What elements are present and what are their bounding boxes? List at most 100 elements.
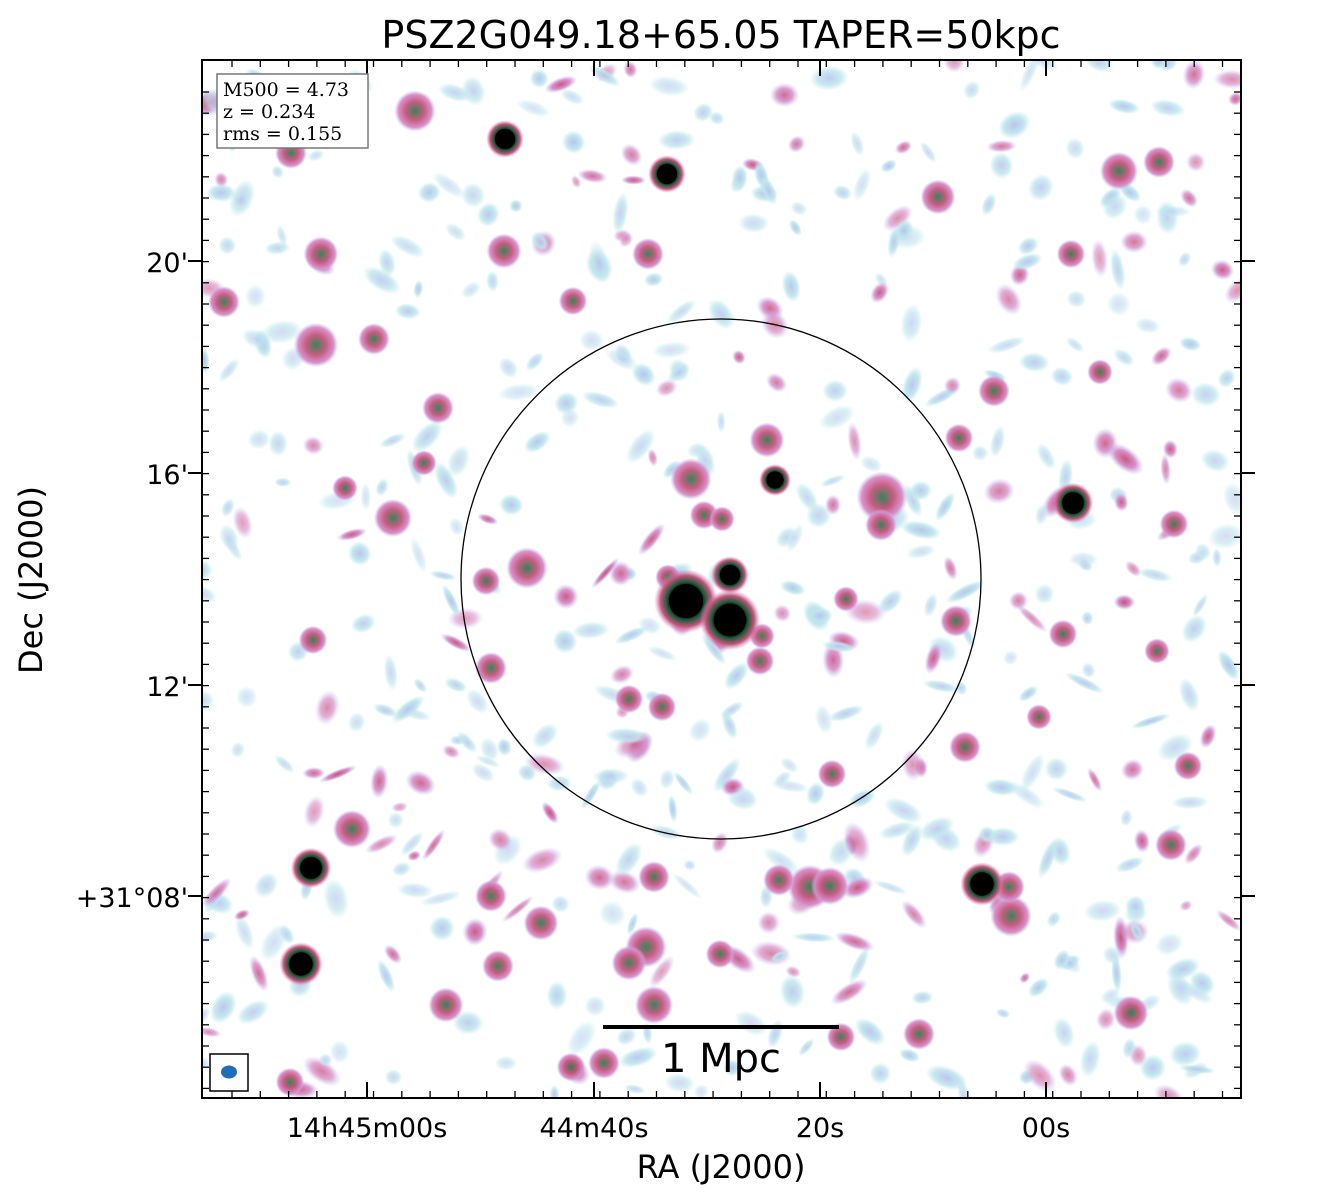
noise-blob xyxy=(1083,899,1122,922)
radio-source-moderate xyxy=(475,880,507,912)
noise-blob xyxy=(302,1056,342,1087)
noise-blob xyxy=(400,831,424,857)
noise-blob xyxy=(232,506,253,540)
radio-source-moderate xyxy=(411,450,437,476)
noise-blob xyxy=(909,480,933,501)
noise-blob xyxy=(440,633,472,653)
noise-blob xyxy=(841,876,874,899)
noise-blob xyxy=(214,171,229,188)
noise-blob xyxy=(608,870,641,894)
radio-source-moderate xyxy=(614,684,644,714)
noise-blob xyxy=(588,240,610,284)
noise-blob xyxy=(1217,650,1240,681)
noise-blob xyxy=(498,357,519,379)
noise-blob xyxy=(1052,787,1088,803)
noise-blob xyxy=(1058,1063,1078,1087)
noise-blob xyxy=(716,410,726,433)
noise-blob xyxy=(1087,767,1103,792)
radio-source-moderate xyxy=(1144,638,1170,664)
noise-blob xyxy=(734,1010,768,1036)
noise-blob xyxy=(787,135,806,153)
noise-blob xyxy=(1166,972,1194,1006)
noise-blob xyxy=(391,861,412,877)
noise-blob xyxy=(995,1008,1011,1019)
noise-blob xyxy=(925,1064,968,1091)
noise-blob xyxy=(605,348,638,371)
scale-bar-label: 1 Mpc xyxy=(661,1036,781,1082)
noise-blob xyxy=(818,404,856,430)
info-redshift: z = 0.234 xyxy=(223,101,315,123)
noise-blob xyxy=(1165,377,1193,403)
radio-source-moderate xyxy=(1159,509,1189,539)
radio-source-moderate xyxy=(293,322,339,368)
radio-source-moderate xyxy=(475,652,507,684)
noise-blob xyxy=(391,695,425,723)
noise-blob xyxy=(411,420,443,453)
radio-source-moderate xyxy=(486,233,522,269)
noise-blob xyxy=(1102,193,1128,220)
noise-blob xyxy=(383,654,398,691)
radio-source-moderate xyxy=(1113,995,1149,1031)
noise-blob xyxy=(1035,503,1049,526)
info-box: M500 = 4.73 z = 0.234 rms = 0.155 xyxy=(216,73,369,149)
noise-blob xyxy=(471,763,495,783)
noise-blob xyxy=(1182,60,1206,90)
noise-blob xyxy=(441,584,461,618)
radio-sources-layer xyxy=(208,90,1203,1097)
noise-blob xyxy=(1020,753,1045,792)
noise-blob xyxy=(488,828,513,852)
noise-blob xyxy=(1133,829,1151,853)
noise-blob xyxy=(701,633,727,666)
noise-blob xyxy=(592,768,630,785)
noise-blob xyxy=(806,503,832,529)
noise-blob xyxy=(860,455,883,473)
noise-blob xyxy=(544,75,578,94)
radio-source-moderate xyxy=(588,1047,620,1079)
noise-blob xyxy=(732,349,746,365)
radio-source-core xyxy=(494,128,516,150)
radio-source-moderate xyxy=(394,90,436,132)
radio-source-moderate xyxy=(506,547,548,589)
noise-blob xyxy=(612,192,629,235)
noise-blob xyxy=(429,915,455,942)
noise-blob xyxy=(609,664,635,685)
noise-blob xyxy=(318,1053,333,1067)
noise-blob xyxy=(779,974,806,1009)
noise-blob xyxy=(614,626,648,645)
noise-blob xyxy=(798,1038,815,1056)
noise-blob xyxy=(901,900,927,929)
noise-blob xyxy=(549,1084,560,1098)
radio-source-moderate xyxy=(940,605,972,637)
noise-blob xyxy=(1122,1038,1137,1059)
noise-blob xyxy=(919,141,937,163)
noise-blob xyxy=(1019,972,1031,984)
noise-blob xyxy=(1129,920,1144,942)
radio-source-moderate xyxy=(1143,146,1175,178)
noise-blob xyxy=(1181,614,1207,643)
noise-blob xyxy=(943,376,962,395)
noise-blob xyxy=(360,482,371,511)
noise-blob xyxy=(848,789,876,808)
noise-blob xyxy=(646,645,678,662)
noise-blob xyxy=(1178,251,1192,267)
noise-blob xyxy=(202,877,232,908)
x-tick-label-4: 00s xyxy=(1022,1113,1070,1144)
radio-source-moderate xyxy=(482,950,514,982)
noise-blob xyxy=(901,366,923,403)
noise-blob xyxy=(1179,900,1193,912)
noise-blob xyxy=(1120,809,1133,827)
noise-blob xyxy=(405,770,436,796)
radio-source-core xyxy=(970,872,994,896)
noise-blob xyxy=(708,111,725,125)
noise-blob xyxy=(322,878,350,919)
noise-blob xyxy=(723,662,749,690)
noise-blob xyxy=(759,175,778,205)
noise-blob xyxy=(525,352,544,371)
noise-blob xyxy=(429,570,457,581)
noise-blob xyxy=(1200,449,1230,473)
radio-source-core xyxy=(289,952,313,976)
noise-blob xyxy=(1023,1058,1057,1093)
noise-blob xyxy=(648,75,690,97)
noise-blob xyxy=(553,583,579,610)
noise-blob xyxy=(584,864,615,891)
